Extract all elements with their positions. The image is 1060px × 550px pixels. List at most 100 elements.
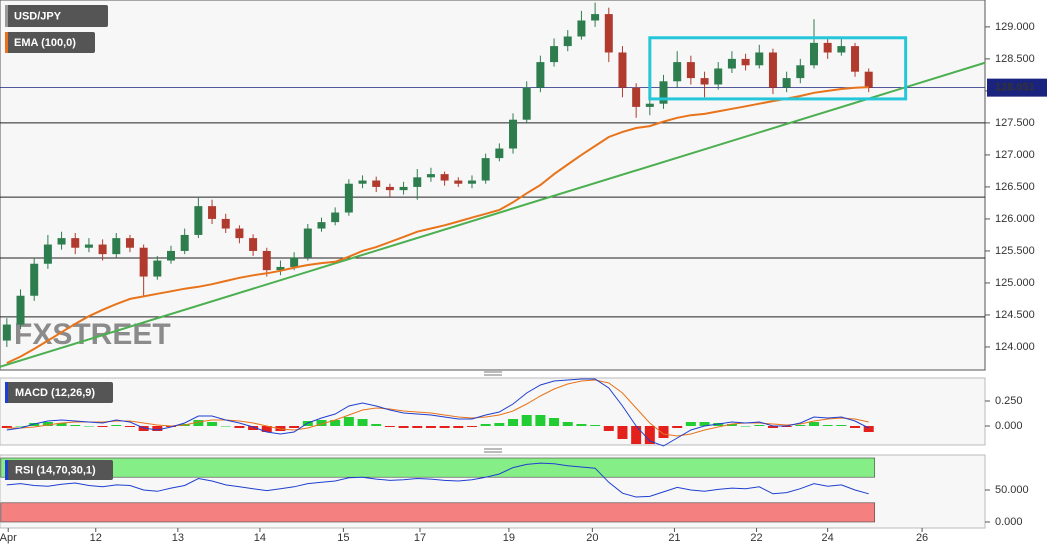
- candle-body: [399, 186, 408, 191]
- histogram-bar: [494, 423, 505, 426]
- candle-body: [385, 186, 394, 191]
- histogram-bar: [234, 426, 245, 428]
- candle-body: [536, 62, 545, 88]
- legend-label: USD/JPY: [14, 10, 62, 22]
- candle-body: [372, 180, 381, 187]
- candle-body: [481, 158, 490, 181]
- histogram-bar: [836, 425, 847, 426]
- histogram-bar: [152, 426, 163, 431]
- candle-body: [659, 81, 668, 104]
- candle-body: [563, 36, 572, 47]
- candle-body: [413, 177, 422, 187]
- candle-body: [714, 68, 723, 85]
- histogram-bar: [207, 422, 218, 426]
- y-tick-label: 126.000: [995, 213, 1035, 225]
- candle-body: [331, 212, 340, 223]
- histogram-bar: [261, 426, 272, 432]
- histogram-bar: [70, 425, 81, 426]
- y-tick-label: 0.250: [995, 395, 1023, 407]
- histogram-bar: [384, 426, 395, 427]
- candle-body: [550, 46, 559, 63]
- panel-title: RSI (14,70,30,1): [15, 464, 96, 476]
- histogram-bar: [330, 420, 341, 426]
- y-tick-label: 124.000: [995, 341, 1035, 353]
- candle-body: [495, 148, 504, 159]
- histogram-bar: [644, 426, 655, 444]
- legend-usdjpy: USD/JPY: [5, 5, 108, 27]
- y-tick-label: 0.000: [995, 516, 1023, 528]
- candle-body: [30, 263, 39, 296]
- y-tick-label: 125.000: [995, 277, 1035, 289]
- candle-body: [43, 244, 52, 264]
- legend-rsi: RSI (14,70,30,1): [5, 460, 113, 480]
- candle-body: [577, 20, 586, 37]
- candle-body: [618, 52, 627, 88]
- candle-body: [180, 234, 189, 251]
- signal-line: [6, 379, 869, 437]
- histogram-bar: [466, 426, 477, 427]
- y-tick-label: 128.500: [995, 53, 1035, 65]
- candle-body: [303, 228, 312, 258]
- rsi-band: [0, 457, 876, 478]
- legend-ema: EMA (100,0): [5, 32, 95, 53]
- candle-body: [426, 174, 435, 178]
- pattern-box: [648, 36, 908, 101]
- candle-body: [208, 206, 217, 219]
- x-tick-label: 24: [822, 532, 834, 544]
- candle-body: [591, 14, 600, 21]
- marks-layer: 124.000 124.500 125.000 125.500 126.000 126.5…: [0, 2, 1047, 544]
- candle-body: [700, 78, 709, 85]
- candle-body: [221, 218, 230, 229]
- candle-body: [112, 238, 121, 255]
- histogram-bar: [398, 426, 409, 428]
- histogram-bar: [56, 423, 67, 426]
- candle-body: [125, 238, 134, 248]
- histogram-bar: [289, 426, 300, 428]
- histogram-bar: [685, 422, 696, 426]
- y-tick-label: 124.500: [995, 309, 1035, 321]
- histogram-bar: [699, 422, 710, 426]
- histogram-bar: [97, 426, 108, 427]
- candle-body: [727, 58, 736, 69]
- candle-body: [16, 295, 25, 325]
- candle-body: [317, 222, 326, 229]
- candle-body: [153, 260, 162, 277]
- last-price-tag: [987, 78, 1047, 97]
- histogram-bar: [863, 426, 874, 432]
- histogram-bar: [767, 426, 778, 428]
- candle-body: [440, 174, 449, 181]
- x-tick-label: 20: [586, 532, 598, 544]
- candle-body: [782, 78, 791, 88]
- candle-body: [673, 62, 682, 82]
- candle-body: [276, 266, 285, 271]
- candle-body: [823, 42, 832, 53]
- histogram-bar: [42, 422, 53, 426]
- histogram-bar: [740, 426, 751, 427]
- candle-body: [235, 228, 244, 239]
- histogram-bar: [220, 426, 231, 427]
- candle-body: [509, 119, 518, 149]
- candle-body: [686, 62, 695, 79]
- histogram-bar: [124, 426, 135, 427]
- histogram-bar: [672, 426, 683, 428]
- histogram-bar: [850, 426, 861, 428]
- x-tick-label: 13: [172, 532, 184, 544]
- histogram-bar: [562, 422, 573, 426]
- histogram-bar: [15, 426, 26, 427]
- x-tick-label: 26: [916, 532, 928, 544]
- legend-macd: MACD (12,26,9): [5, 382, 113, 403]
- y-tick-label: 50.000: [995, 484, 1029, 496]
- histogram-bar: [576, 424, 587, 426]
- panel-title: MACD (12,26,9): [15, 387, 95, 399]
- candle-body: [851, 46, 860, 72]
- candle-body: [741, 58, 750, 66]
- x-tick-label: 14: [254, 532, 266, 544]
- candle-body: [467, 180, 476, 184]
- candle-body: [262, 250, 271, 271]
- price-panel: [0, 0, 986, 371]
- candle-body: [522, 87, 531, 120]
- histogram-bar: [535, 415, 546, 426]
- candle-body: [249, 238, 258, 251]
- histogram-bar: [111, 425, 122, 426]
- candle-body: [194, 206, 203, 235]
